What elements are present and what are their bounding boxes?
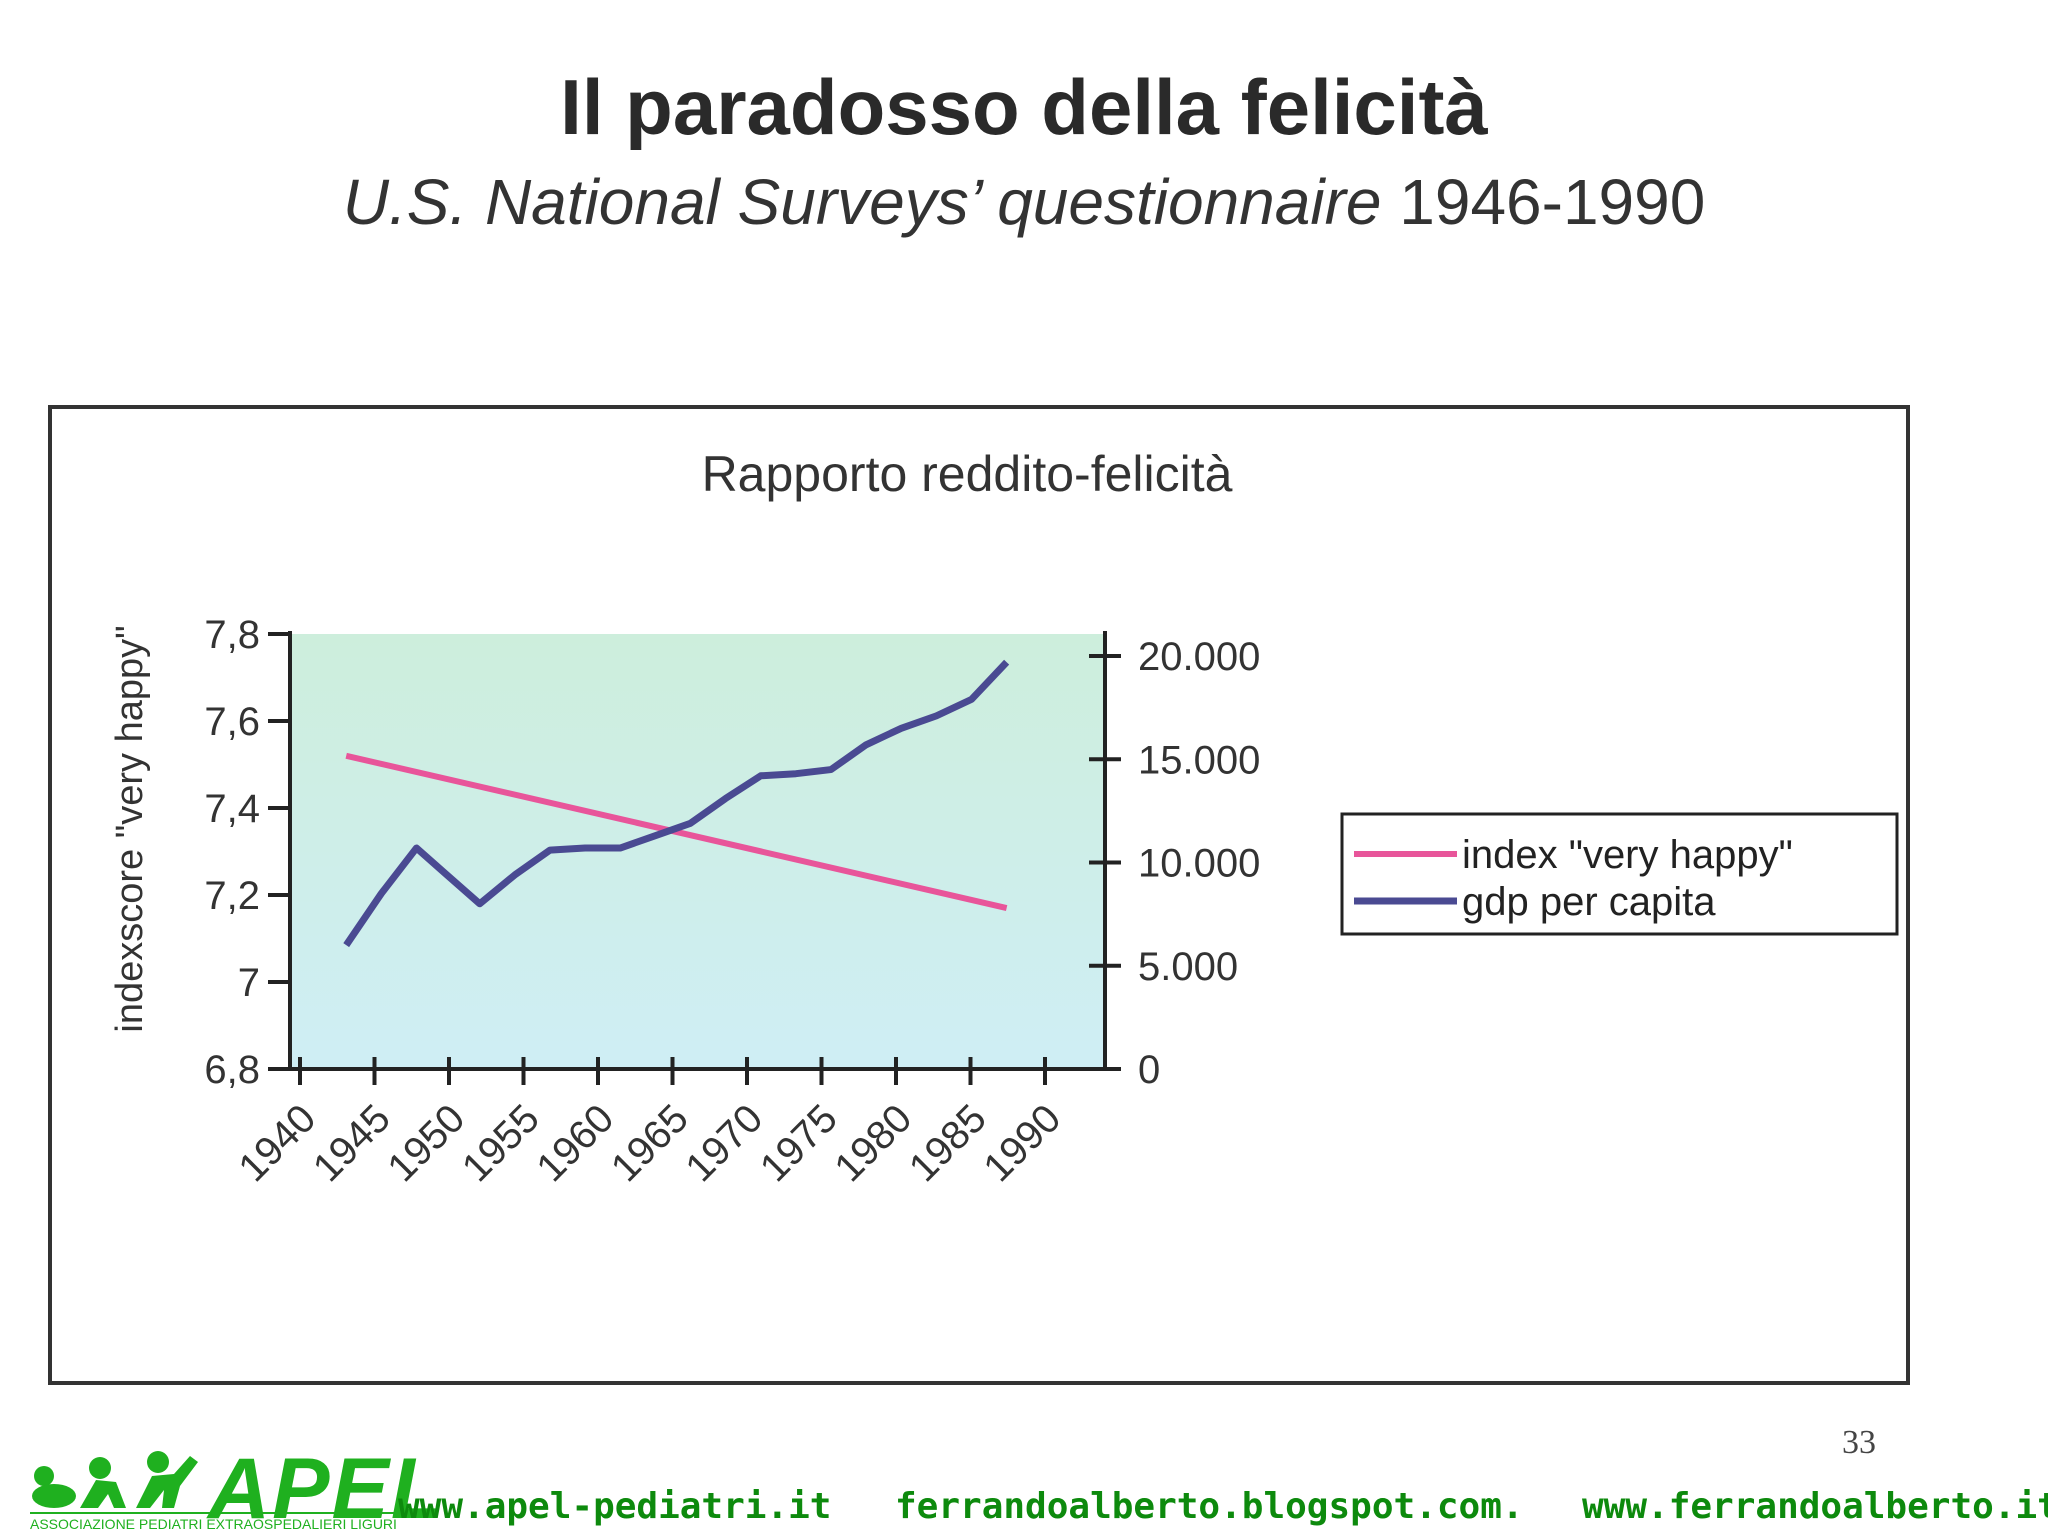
logo-text: APEL: [208, 1441, 446, 1537]
series-line-gdp-per-capita: [343, 659, 1010, 948]
legend-box: [1340, 812, 1899, 936]
page-number: 33: [1842, 1424, 1876, 1461]
children-logo-icon: [32, 1451, 198, 1508]
legend-label-very-happy: index "very happy": [1462, 833, 1793, 877]
right-y-tick-label: 20.000: [1138, 635, 1260, 679]
x-tick-label: 1965: [603, 1096, 697, 1190]
logo-subtitle: ASSOCIAZIONE PEDIATRI EXTRAOSPEDALIERI L…: [30, 1512, 402, 1532]
chart-title: Rapporto reddito-felicità: [702, 446, 1233, 502]
left-y-tick-label: 7,8: [204, 613, 260, 657]
x-tick-label: 1975: [752, 1096, 846, 1190]
link-ferrandoalberto-site[interactable]: www.ferrandoalberto.it: [1582, 1486, 2048, 1527]
x-tick-label: 1990: [975, 1096, 1069, 1190]
x-tick-label: 1950: [379, 1096, 473, 1190]
right-y-tick-label: 0: [1138, 1048, 1160, 1092]
right-y-tick-label: 10.000: [1138, 842, 1260, 886]
x-tick-label: 1960: [528, 1096, 622, 1190]
subtitle-years: 1946-1990: [1399, 166, 1706, 238]
series-layer: [343, 659, 1010, 948]
y-axis-label: indexscore "very happy": [109, 625, 151, 1032]
apel-logo: APEL ASSOCIAZIONE PEDIATRI EXTRAOSPEDALI…: [18, 1440, 443, 1537]
plot-area: [290, 634, 1105, 1069]
chart-frame: Rapporto reddito-felicità 6,8 7 7,2 7,4 7,6 7…: [48, 405, 1910, 1385]
x-tick-label: 1940: [230, 1096, 324, 1190]
slide-subtitle: U.S. National Surveys’ questionnaire 194…: [0, 165, 2048, 239]
left-y-tick-label: 7: [238, 961, 260, 1005]
x-tick-label: 1980: [826, 1096, 920, 1190]
legend-label-gdp-per-capita: gdp per capita: [1462, 880, 1716, 924]
happiness-income-chart: Rapporto reddito-felicità 6,8 7 7,2 7,4 7,6 7…: [109, 446, 1899, 1190]
footer: APEL ASSOCIAZIONE PEDIATRI EXTRAOSPEDALI…: [0, 1440, 2048, 1537]
link-ferrandoalberto-blog[interactable]: ferrandoalberto.blogspot.com.: [895, 1486, 1524, 1527]
link-apel-pediatri[interactable]: www.apel-pediatri.it: [398, 1486, 832, 1527]
left-y-tick-label: 6,8: [204, 1048, 260, 1092]
subtitle-survey-name: U.S. National Surveys’ questionnaire: [342, 166, 1382, 238]
x-tick-label: 1945: [305, 1096, 399, 1190]
right-y-tick-label: 15.000: [1138, 738, 1260, 782]
x-tick-label: 1970: [677, 1096, 771, 1190]
left-y-tick-label: 7,4: [204, 787, 260, 831]
left-y-tick-label: 7,6: [204, 700, 260, 744]
x-tick-label: 1985: [901, 1096, 995, 1190]
left-y-tick-label: 7,2: [204, 874, 260, 918]
right-y-tick-label: 5.000: [1138, 945, 1238, 989]
x-tick-label: 1955: [454, 1096, 548, 1190]
slide-title: Il paradosso della felicità: [560, 63, 1488, 151]
legend: index "very happy"gdp per capita: [1340, 812, 1899, 936]
